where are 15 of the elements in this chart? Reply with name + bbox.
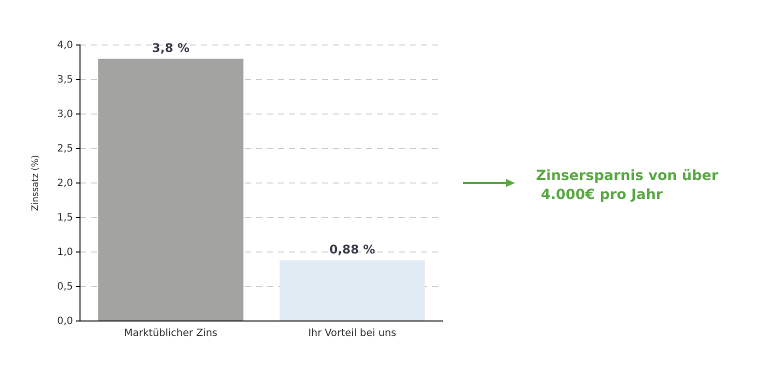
x-tick-label: Ihr Vorteil bei uns	[308, 328, 396, 340]
y-tick-label: 3,5	[57, 74, 73, 86]
x-tick-label: Marktüblicher Zins	[124, 328, 218, 340]
y-tick-label: 2,0	[57, 178, 73, 190]
y-tick-label: 2,5	[57, 144, 73, 155]
y-axis-title: Zinssatz (%)	[31, 155, 41, 211]
y-tick-label: 0,5	[57, 282, 73, 293]
y-tick-label: 4,0	[57, 40, 73, 52]
data-label: 0,88 %	[329, 242, 376, 256]
text: Zinsersparnis von über 4.000€ pro Jahr	[536, 168, 718, 203]
data-label: 3,8 %	[152, 40, 190, 55]
y-tick-label: 3,0	[57, 109, 73, 120]
y-tick-label: 1,5	[57, 212, 73, 224]
y-tick-label: 1,0	[57, 247, 73, 258]
y-tick-label: 0,0	[57, 316, 73, 328]
